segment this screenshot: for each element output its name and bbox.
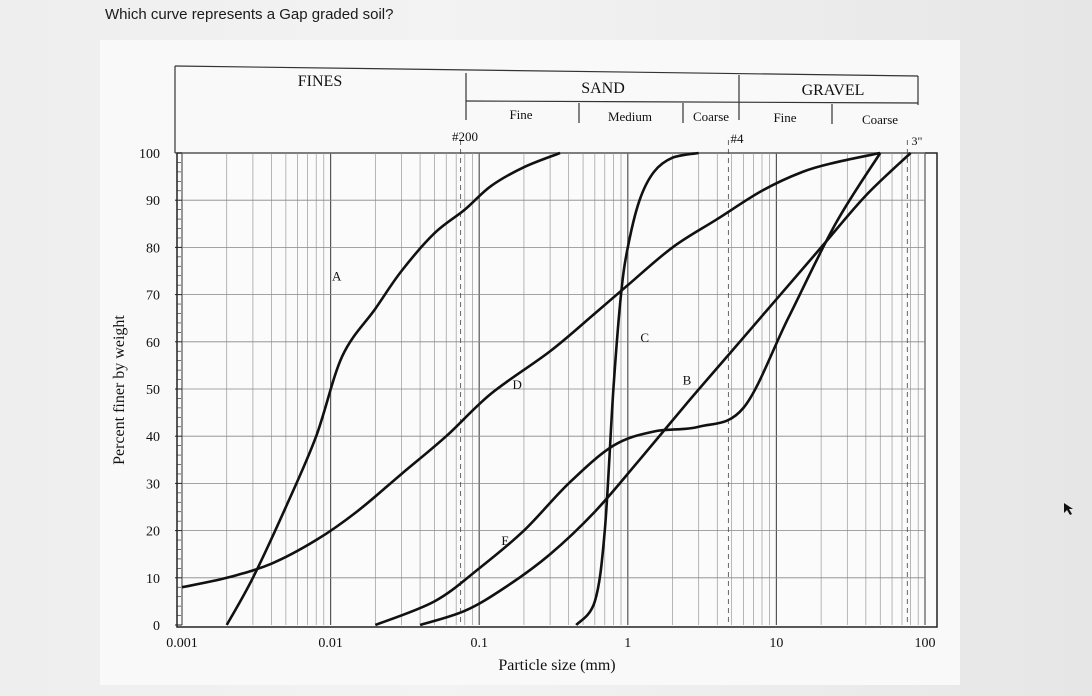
header-sand-medium-label: Medium <box>608 109 652 124</box>
header-sieve-200-label: #200 <box>452 129 478 144</box>
y-axis: 0 10 20 30 40 50 60 70 80 90 100 <box>139 147 182 634</box>
y-tick-label: 60 <box>146 336 160 351</box>
x-tick-label: 0.1 <box>470 636 488 651</box>
question-text: Which curve represents a Gap graded soil… <box>105 6 394 23</box>
header-sieve-4-label: #4 <box>731 131 745 146</box>
plot-frame <box>176 152 938 628</box>
curves <box>181 151 912 627</box>
x-tick-label: 1 <box>624 636 631 651</box>
curve-a <box>225 151 561 626</box>
header-fines-label: FINES <box>298 73 342 90</box>
y-tick-label: 100 <box>139 147 160 162</box>
header-top-line <box>174 65 919 77</box>
x-tick-label: 10 <box>769 636 783 651</box>
header-subrow-line <box>465 100 919 104</box>
y-tick-label: 20 <box>146 525 160 540</box>
x-axis-label: Particle size (mm) <box>498 657 615 674</box>
header-3in-label: 3" <box>912 134 923 148</box>
header-sand-coarse-label: Coarse <box>693 109 729 124</box>
header-sand-label: SAND <box>581 80 625 97</box>
y-tick-label: 70 <box>146 289 160 304</box>
soil-class-header: FINES SAND GRAVEL Fine Medium Coarse Fine Coars… <box>174 65 923 153</box>
y-tick-label: 30 <box>146 477 160 492</box>
y-axis-label: Percent finer by weight <box>111 315 128 465</box>
curve-label-c: C <box>640 330 649 345</box>
curve-labels: A B C D E <box>332 268 692 547</box>
curve-label-a: A <box>332 268 342 283</box>
y-tick-label: 10 <box>146 572 160 587</box>
y-tick-label: 90 <box>146 194 160 209</box>
curve-d <box>181 151 881 589</box>
curve-label-d: D <box>512 377 521 392</box>
mouse-pointer-icon <box>1064 503 1073 515</box>
x-tick-label: 0.001 <box>166 636 198 651</box>
curve-b <box>374 152 882 627</box>
y-tick-label: 40 <box>146 430 160 445</box>
x-tick-label: 100 <box>915 636 936 651</box>
y-tick-label: 50 <box>146 383 160 398</box>
curve-label-b: B <box>683 372 692 387</box>
curve-e <box>419 152 912 627</box>
header-gravel-label: GRAVEL <box>802 82 865 99</box>
header-gravel-coarse-label: Coarse <box>862 112 898 127</box>
x-axis: 0.001 0.01 0.1 1 10 100 <box>166 636 935 651</box>
y-tick-label: 80 <box>146 241 160 256</box>
y-tick-label: 0 <box>153 619 160 634</box>
header-gravel-fine-label: Fine <box>773 110 796 125</box>
curve-label-e: E <box>501 533 509 548</box>
header-sand-fine-label: Fine <box>509 107 532 122</box>
x-tick-label: 0.01 <box>318 636 343 651</box>
